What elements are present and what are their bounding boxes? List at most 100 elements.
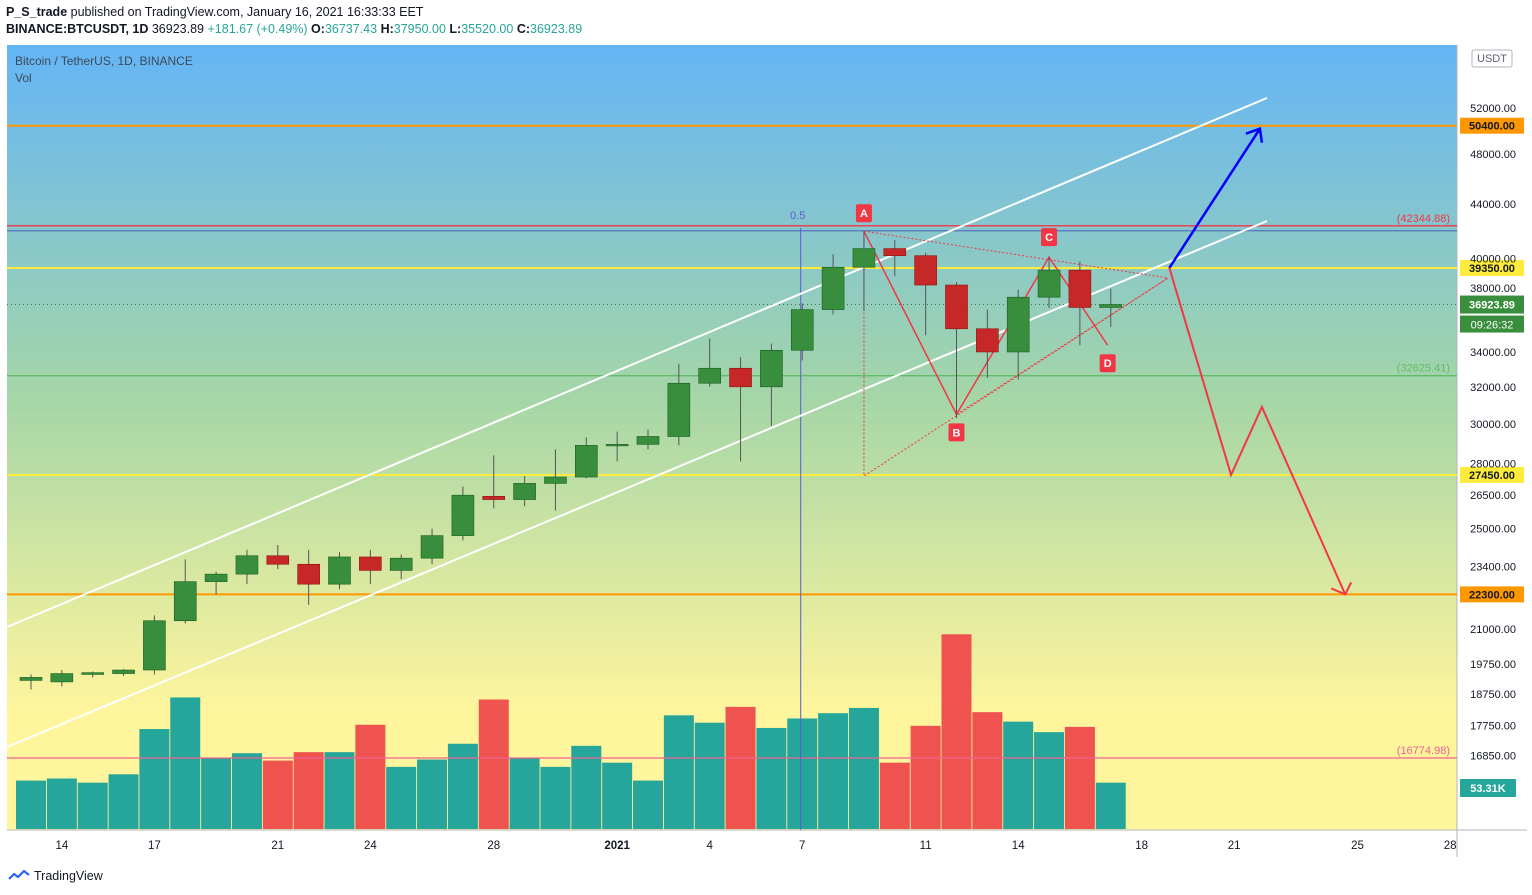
candle-body[interactable] bbox=[451, 494, 475, 536]
candle-body[interactable] bbox=[544, 476, 567, 484]
ohlc-line: BINANCE:BTCUSDT, 1D 36923.89 +181.67 (+0… bbox=[6, 22, 582, 36]
candle-body[interactable] bbox=[482, 495, 506, 500]
y-tick-label: 30000.00 bbox=[1470, 419, 1516, 431]
level-price-badge bbox=[1460, 586, 1524, 603]
y-tick-label: 44000.00 bbox=[1470, 199, 1516, 211]
candle-body[interactable] bbox=[821, 266, 845, 310]
chart-background bbox=[7, 45, 1457, 830]
candle-body[interactable] bbox=[1006, 296, 1030, 353]
currency-badge[interactable] bbox=[1471, 49, 1513, 68]
candle-body[interactable] bbox=[790, 309, 814, 351]
candle-body[interactable] bbox=[389, 557, 413, 571]
symbol-line: BINANCE:BTCUSDT, 1D bbox=[6, 22, 149, 36]
bear-projection-path[interactable] bbox=[1168, 267, 1347, 595]
candle-body[interactable] bbox=[513, 483, 536, 500]
volume-bar bbox=[1034, 732, 1065, 829]
bear-arrowhead bbox=[1330, 581, 1353, 596]
y-tick-label: 17750.00 bbox=[1470, 721, 1516, 733]
volume-bar bbox=[1003, 721, 1034, 829]
x-tick-label: 14 bbox=[55, 840, 68, 852]
candle-body[interactable] bbox=[204, 573, 228, 582]
channel-lower-line[interactable] bbox=[6, 220, 1268, 748]
low-label: L: bbox=[449, 22, 462, 36]
high-value: 37950.00 bbox=[393, 22, 446, 36]
volume-bar bbox=[46, 778, 77, 829]
candle-body[interactable] bbox=[1037, 269, 1061, 298]
candle-body[interactable] bbox=[667, 382, 691, 437]
volume-bar bbox=[170, 697, 201, 829]
x-tick-label: 24 bbox=[364, 840, 377, 852]
candle-body[interactable] bbox=[760, 349, 783, 388]
volume-bar bbox=[633, 780, 663, 829]
x-tick-label: 21 bbox=[1228, 840, 1241, 852]
volume-bar bbox=[540, 766, 571, 829]
triangle-pattern[interactable] bbox=[863, 230, 1170, 477]
candle-body[interactable] bbox=[636, 436, 660, 445]
channel-upper-line[interactable] bbox=[6, 97, 1268, 628]
candle-body[interactable] bbox=[112, 669, 135, 674]
pattern-point-label: C bbox=[1045, 232, 1053, 244]
publisher-name[interactable]: P_S_trade bbox=[6, 5, 68, 19]
pattern-point-badge[interactable] bbox=[1041, 228, 1058, 247]
candle-body[interactable] bbox=[143, 620, 166, 671]
pattern-point-badge[interactable] bbox=[948, 423, 965, 442]
candle-body[interactable] bbox=[50, 673, 74, 683]
volume-bar bbox=[417, 759, 448, 829]
y-tick-label: 40000.00 bbox=[1470, 254, 1516, 266]
x-tick-label: 4 bbox=[706, 840, 713, 852]
volume-bar bbox=[77, 782, 108, 829]
candle-body[interactable] bbox=[574, 445, 598, 478]
candle-body[interactable] bbox=[729, 367, 752, 388]
volume-badge bbox=[1460, 779, 1516, 797]
pattern-point-label: D bbox=[1104, 358, 1112, 370]
candle-body[interactable] bbox=[945, 284, 968, 330]
volume-bar bbox=[509, 758, 540, 829]
candle-body[interactable] bbox=[328, 556, 351, 585]
volume-value-label: 53.31K bbox=[1470, 783, 1506, 795]
open-value: 36737.43 bbox=[324, 22, 378, 36]
volume-bar bbox=[231, 753, 262, 829]
candle-body[interactable] bbox=[359, 556, 382, 571]
volume-bar bbox=[16, 780, 46, 829]
volume-bar bbox=[201, 758, 232, 829]
candle-body[interactable] bbox=[976, 328, 999, 353]
bull-projection-arrow[interactable] bbox=[1168, 128, 1261, 269]
level-price-label: 27450.00 bbox=[1469, 470, 1515, 482]
y-tick-label: 48000.00 bbox=[1470, 149, 1516, 161]
y-tick-label: 23400.00 bbox=[1470, 562, 1516, 574]
volume-bar bbox=[355, 724, 386, 829]
y-tick-label: 52000.00 bbox=[1470, 103, 1516, 115]
volume-bar bbox=[1095, 782, 1126, 829]
candle-body[interactable] bbox=[173, 581, 197, 622]
candle-body[interactable] bbox=[852, 248, 876, 268]
candle-body[interactable] bbox=[19, 677, 43, 681]
candle-body[interactable] bbox=[883, 248, 907, 256]
candle-body[interactable] bbox=[81, 672, 104, 675]
candle-body[interactable] bbox=[1068, 269, 1092, 308]
candle-body[interactable] bbox=[914, 255, 937, 286]
pattern-point-badge[interactable] bbox=[1099, 354, 1116, 373]
volume-bar bbox=[818, 713, 849, 829]
pattern-point-badge[interactable] bbox=[855, 204, 872, 223]
candle-body[interactable] bbox=[235, 555, 259, 575]
publish-info: P_S_trade published on TradingView.com, … bbox=[6, 5, 423, 19]
volume-bar bbox=[293, 752, 324, 829]
candle-body[interactable] bbox=[1099, 304, 1123, 308]
volume-legend: Vol bbox=[15, 71, 32, 85]
candle-body[interactable] bbox=[698, 367, 722, 384]
level-price-badge bbox=[1460, 259, 1524, 276]
close-label: C: bbox=[516, 22, 531, 36]
candle-body[interactable] bbox=[297, 563, 320, 585]
candle-body[interactable] bbox=[605, 444, 629, 447]
countdown-badge bbox=[1460, 315, 1524, 333]
close-value: 36923.89 bbox=[530, 22, 583, 36]
volume-bar bbox=[447, 743, 478, 829]
publish-text: published on TradingView.com, January 16… bbox=[70, 5, 424, 19]
volume-bar bbox=[262, 760, 293, 829]
candle-body[interactable] bbox=[266, 555, 290, 565]
tradingview-brand[interactable]: TradingView bbox=[34, 869, 103, 883]
x-tick-label: 2021 bbox=[604, 840, 630, 852]
level-price-label: 50400.00 bbox=[1469, 121, 1515, 133]
candle-body[interactable] bbox=[420, 535, 444, 559]
